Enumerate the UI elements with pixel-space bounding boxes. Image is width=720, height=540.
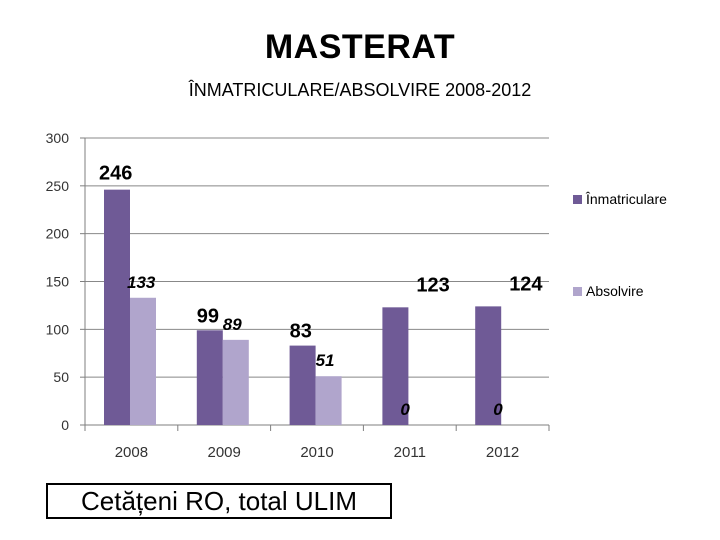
data-label-inmatriculare: 123 [416, 274, 449, 296]
x-tick-label: 2008 [115, 444, 148, 461]
x-tick-label: 2010 [300, 444, 333, 461]
data-label-inmatriculare: 246 [99, 163, 132, 185]
y-tick-label: 50 [53, 369, 69, 385]
legend-swatch-inmatriculare [573, 195, 582, 204]
legend-swatch-absolvire [573, 287, 582, 296]
data-label-inmatriculare: 83 [290, 321, 312, 343]
bar-inmatriculare [289, 345, 316, 425]
y-tick-label: 100 [46, 321, 70, 337]
chart-title: MASTERAT [264, 28, 456, 66]
data-label-inmatriculare: 124 [509, 273, 543, 295]
y-tick-label: 250 [46, 178, 70, 194]
legend-label-absolvire: Absolvire [586, 283, 644, 299]
y-tick-label: 200 [46, 226, 70, 242]
x-tick-label: 2012 [486, 444, 519, 461]
data-label-inmatriculare: 99 [197, 305, 219, 327]
bar-inmatriculare [104, 189, 130, 425]
bar-inmatriculare [475, 306, 502, 425]
data-label-absolvire: 51 [316, 351, 335, 370]
data-label-absolvire: 133 [127, 273, 156, 292]
x-tick-label: 2009 [208, 444, 241, 461]
data-label-absolvire: 0 [400, 400, 410, 419]
y-tick-label: 150 [46, 274, 70, 290]
data-label-absolvire: 89 [223, 315, 242, 334]
data-label-absolvire: 0 [493, 400, 503, 419]
bar-inmatriculare [382, 307, 409, 425]
bar-absolvire [130, 297, 156, 425]
chart-subtitle: ÎNMATRICULARE/ABSOLVIRE 2008-2012 [188, 80, 532, 100]
legend-label-inmatriculare: Înmatriculare [585, 191, 667, 207]
footnote-box: Cetățeni RO, total ULIM [46, 483, 392, 519]
bar-absolvire [222, 339, 249, 425]
y-tick-label: 0 [61, 417, 69, 433]
x-tick-label: 2011 [394, 444, 426, 461]
y-tick-label: 300 [46, 130, 70, 146]
bar-absolvire [315, 376, 342, 425]
bar-inmatriculare [196, 330, 223, 425]
footnote-text: Cetățeni RO, total ULIM [81, 485, 357, 516]
